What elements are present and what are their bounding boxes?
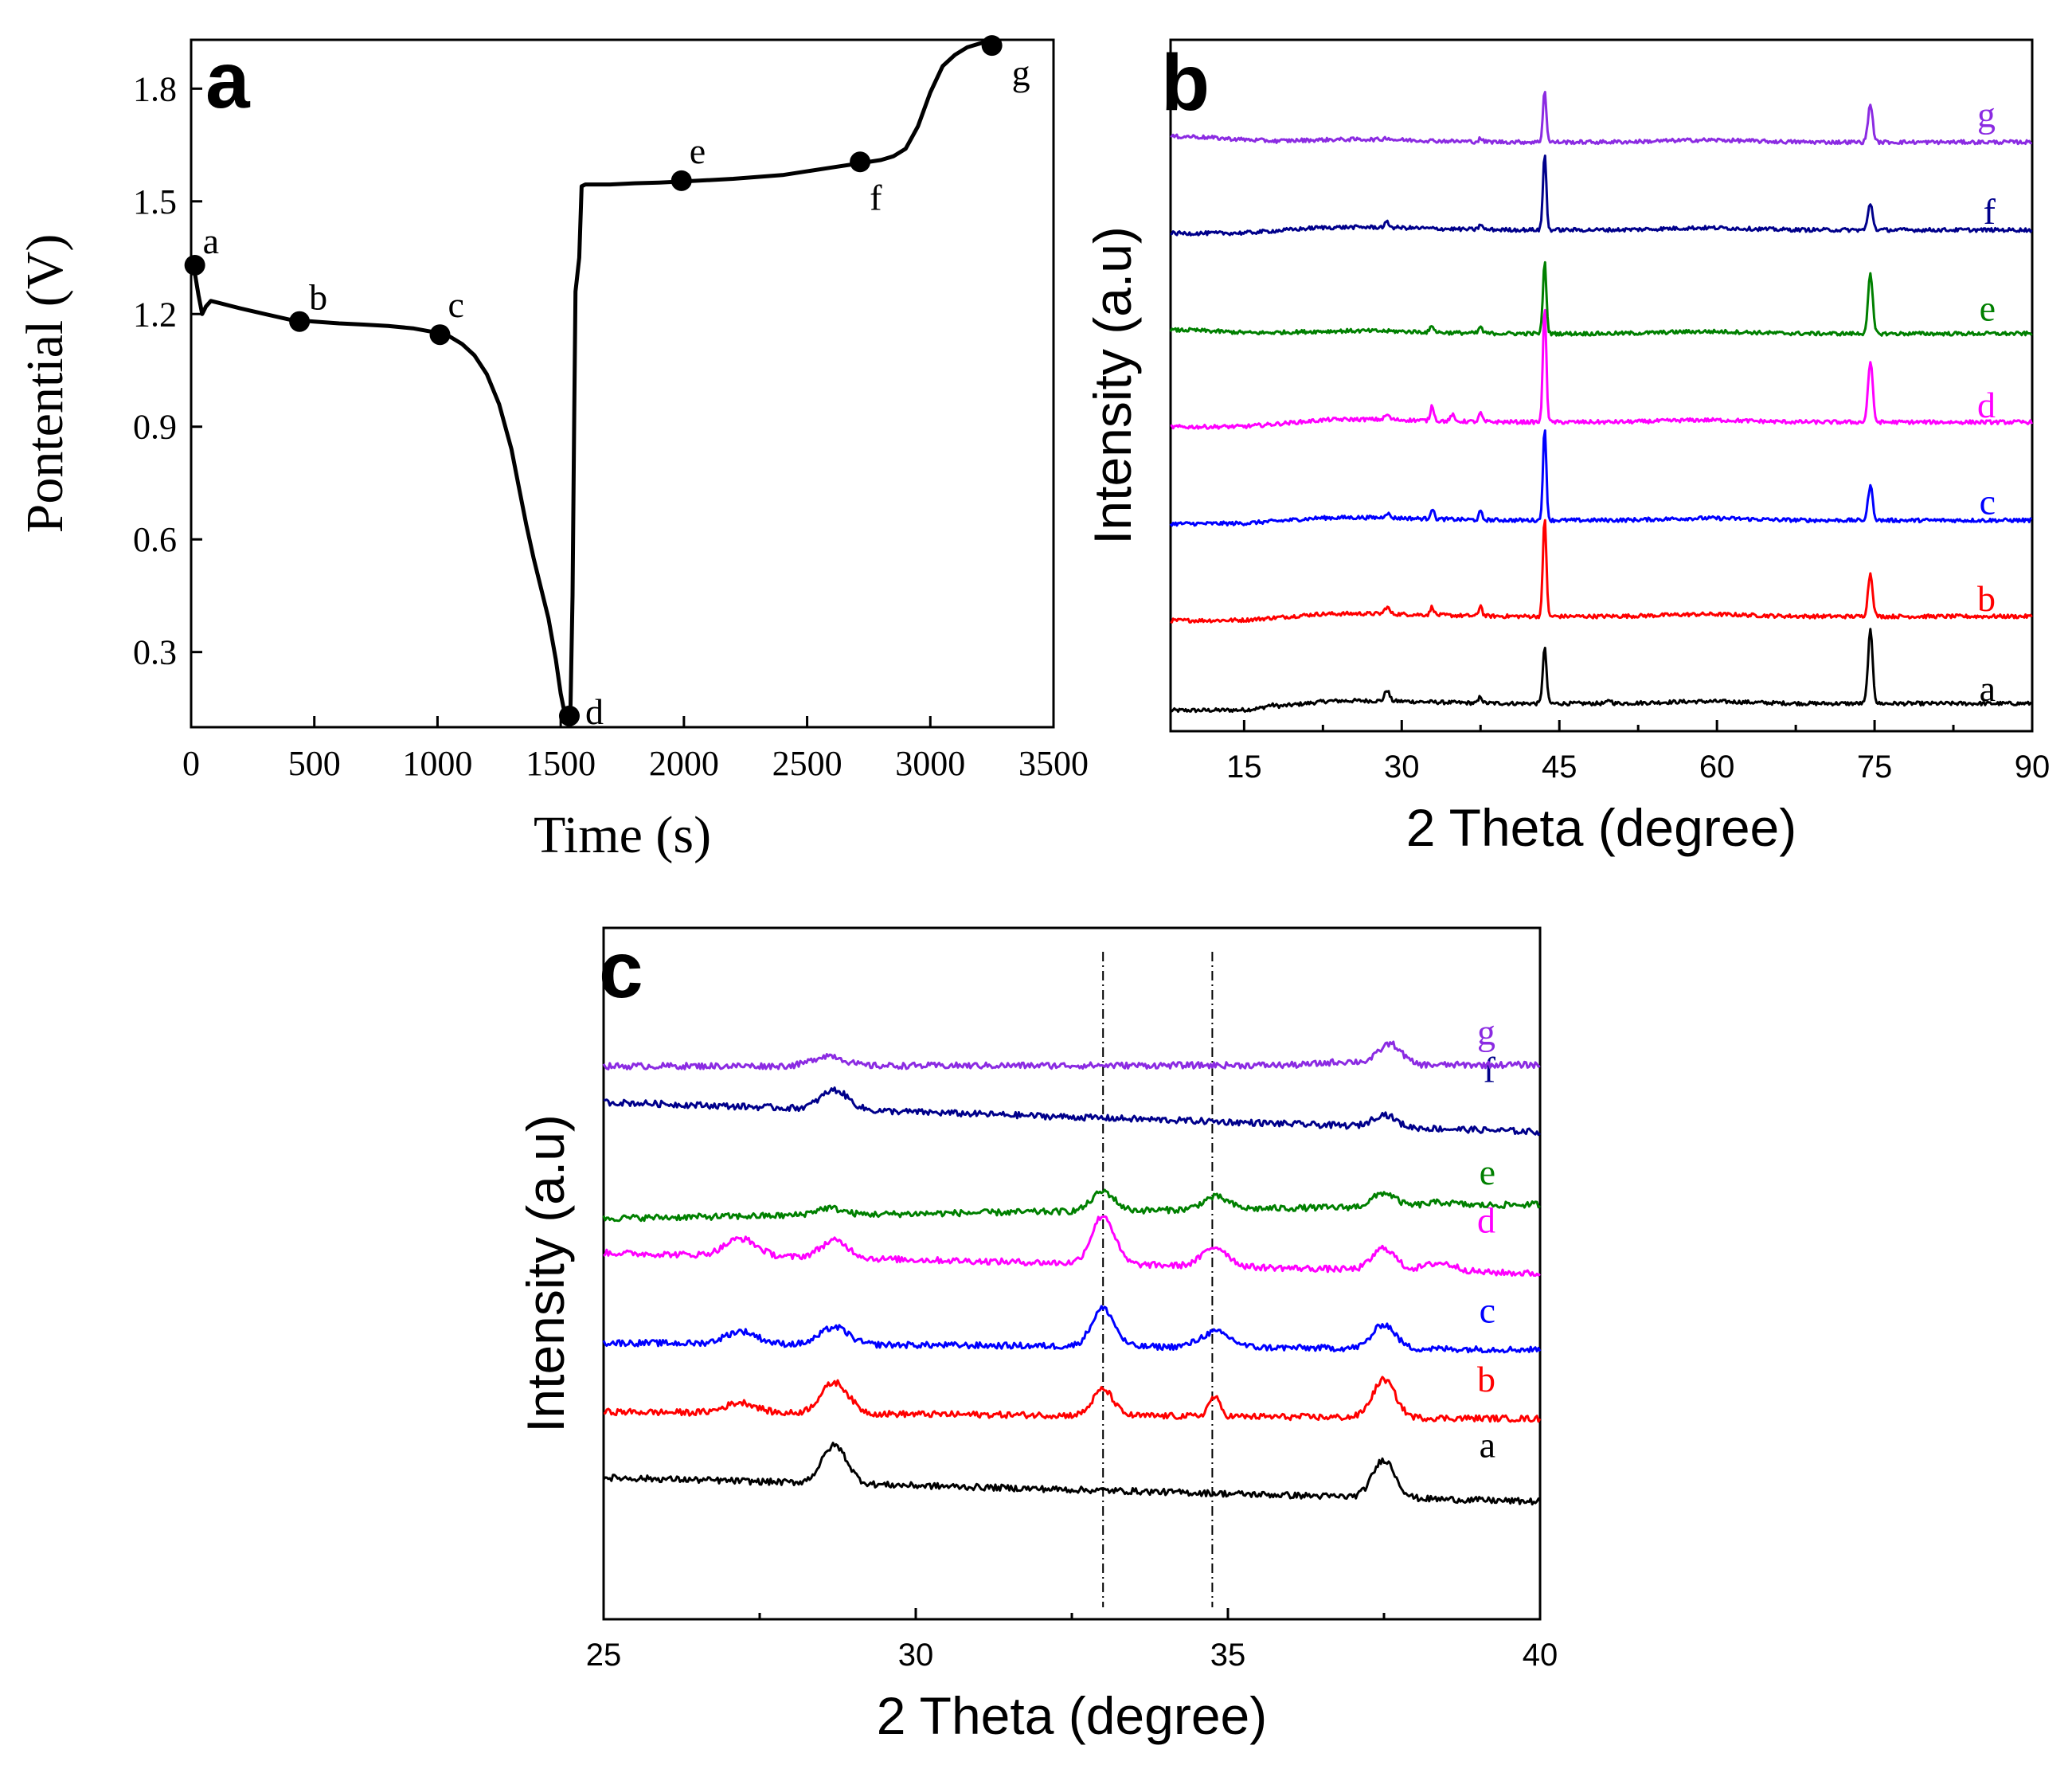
x-axis-label: 2 Theta (degree) <box>877 1686 1267 1745</box>
series-label-f: f <box>1484 1049 1496 1090</box>
x-tick-label: 2500 <box>772 744 842 783</box>
point-label-b: b <box>309 277 327 318</box>
series-label-a: a <box>1980 668 1996 709</box>
series-label-d: d <box>1977 385 1996 425</box>
series-label-c: c <box>1480 1290 1495 1330</box>
panel-c-chart: 25 30 35 40 2 Theta (degree) Intensity (a.u) a… <box>516 926 1558 1745</box>
series-b-trace <box>603 1376 1542 1423</box>
point-label-f: f <box>870 177 882 217</box>
series-f-trace <box>603 1086 1542 1137</box>
x-tick-label: 1500 <box>526 744 596 783</box>
series-d-trace <box>1170 308 2033 430</box>
series-e-trace <box>1169 260 2033 337</box>
x-tick-label: 30 <box>898 1638 934 1673</box>
point-label-c: c <box>448 284 464 325</box>
series-a-trace <box>602 1442 1542 1506</box>
marker-c <box>429 324 451 346</box>
x-axis-label: Time (s) <box>534 806 711 864</box>
series-label-f: f <box>1984 191 1996 232</box>
y-tick-label: 1.5 <box>133 182 177 221</box>
x-tick-label: 3500 <box>1018 744 1089 783</box>
x-tick-label: 30 <box>1384 749 1420 785</box>
series-g-trace <box>602 1040 1541 1070</box>
panel-b-frame <box>1169 38 2034 733</box>
point-label-g: g <box>1012 53 1030 93</box>
y-tick-label: 0.6 <box>133 520 177 559</box>
point-label-a: a <box>203 221 219 261</box>
x-tick-label: 60 <box>1699 749 1735 785</box>
x-tick-label: 500 <box>288 744 341 783</box>
marker-a <box>184 254 205 276</box>
series-label-a: a <box>1480 1425 1495 1466</box>
series-d-trace <box>603 1215 1541 1278</box>
marker-f <box>850 151 871 173</box>
x-tick-label: 0 <box>182 744 200 783</box>
x-tick-label: 90 <box>2015 749 2050 785</box>
series-label-c: c <box>1980 482 1996 522</box>
series-g-trace <box>1170 91 2033 146</box>
x-tick-label: 35 <box>1210 1638 1246 1673</box>
x-tick-label: 3000 <box>895 744 965 783</box>
panel-label-c: c <box>599 926 643 1015</box>
marker-d <box>558 705 580 726</box>
y-axis-label: Intensity (a.u) <box>1083 226 1142 545</box>
y-tick-label: 0.3 <box>133 633 177 672</box>
marker-b <box>289 311 311 332</box>
series-label-g: g <box>1477 1012 1495 1052</box>
y-axis-label: Pontential (V) <box>16 234 74 534</box>
series-f-trace <box>1170 155 2033 237</box>
series-e-trace <box>602 1188 1541 1223</box>
y-tick-label: 1.8 <box>133 69 177 108</box>
series-label-b: b <box>1477 1359 1495 1399</box>
x-tick-label: 25 <box>586 1638 622 1673</box>
point-label-d: d <box>585 691 604 732</box>
series-label-g: g <box>1977 95 1996 135</box>
y-tick-label: 0.9 <box>133 408 177 447</box>
series-label-e: e <box>1480 1152 1495 1192</box>
x-axis-label: 2 Theta (degree) <box>1406 798 1796 857</box>
potential-curve <box>189 37 998 718</box>
x-tick-label: 1000 <box>402 744 472 783</box>
panel-b-chart: 15 30 45 60 75 90 2 Theta (degree) Intensity (a… <box>1083 38 2050 857</box>
panel-a-frame <box>190 38 1055 729</box>
y-tick-label: 1.2 <box>133 295 177 334</box>
y-axis-label: Intensity (a.u) <box>516 1114 575 1433</box>
panel-label-b: b <box>1161 38 1210 127</box>
x-tick-label: 40 <box>1523 1638 1558 1673</box>
series-label-d: d <box>1477 1200 1495 1241</box>
series-b-trace <box>1170 519 2033 624</box>
series-c-trace <box>602 1305 1542 1354</box>
panel-c-frame <box>602 926 1542 1621</box>
series-label-b: b <box>1977 578 1996 619</box>
x-tick-label: 15 <box>1226 749 1262 785</box>
series-c-trace <box>1169 429 2033 527</box>
x-tick-label: 45 <box>1542 749 1577 785</box>
panel-label-a: a <box>205 36 251 125</box>
marker-e <box>670 170 692 191</box>
point-label-e: e <box>690 131 706 171</box>
marker-g <box>981 35 1003 57</box>
series-label-e: e <box>1980 288 1996 329</box>
x-tick-label: 75 <box>1857 749 1893 785</box>
x-tick-label: 2000 <box>649 744 719 783</box>
series-a-trace <box>1169 628 2033 714</box>
panel-a-chart: 0 500 1000 1500 2000 2500 3000 3500 0.3 0.6 0.9 1.2… <box>16 35 1089 864</box>
